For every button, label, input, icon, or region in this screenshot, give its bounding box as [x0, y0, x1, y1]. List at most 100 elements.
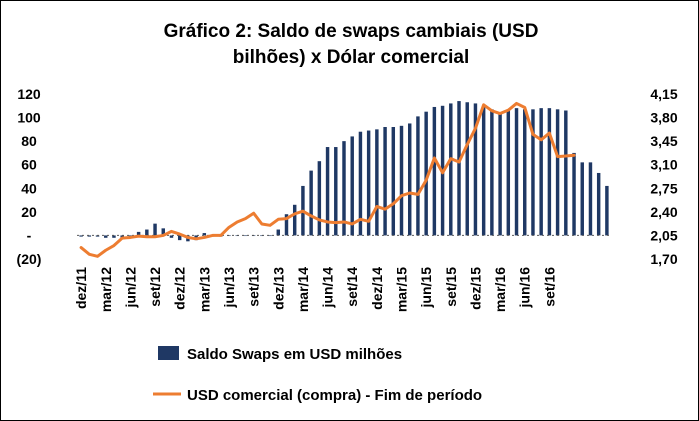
bar: [366, 130, 371, 236]
bar: [408, 123, 412, 236]
bar: [506, 110, 511, 236]
bar: [465, 102, 469, 236]
right-tick-label: 2,05: [650, 227, 677, 243]
bar: [169, 235, 174, 238]
bar: [243, 235, 248, 237]
legend: Saldo Swaps em USD milhões USD comercial…: [153, 346, 482, 404]
chart-title-line-2: bilhões) x Dólar comercial: [233, 47, 470, 68]
bar: [375, 129, 379, 236]
bar: [539, 108, 543, 236]
x-tick-label: dez/13: [270, 267, 286, 310]
bar: [564, 110, 568, 236]
right-tick-label: 2,40: [650, 204, 677, 220]
x-tick-label: mar/15: [394, 267, 410, 312]
bar: [473, 103, 478, 236]
legend-line-label: USD comercial (compra) - Fim de período: [187, 387, 482, 404]
bar: [177, 235, 182, 241]
right-tick-label: 2,75: [650, 180, 677, 196]
bar: [588, 162, 593, 236]
bar: [292, 204, 297, 236]
left-tick-label: 100: [17, 110, 41, 126]
bar: [523, 109, 527, 236]
bar: [112, 235, 116, 238]
x-tick-label: set/15: [443, 267, 459, 307]
bar: [449, 103, 453, 236]
bar: [358, 131, 363, 236]
left-tick-label: 20: [21, 204, 37, 220]
x-tick-label: set/14: [344, 267, 360, 307]
legend-bar-label: Saldo Swaps em USD milhões: [187, 346, 402, 363]
bar: [161, 228, 165, 236]
x-tick-label: mar/12: [98, 267, 114, 312]
bar: [202, 233, 207, 236]
x-axis-ticks: dez/11 mar/12 jun/12 set/12 dez/12 mar/13 jun/…: [73, 267, 557, 312]
bar: [309, 170, 313, 236]
bar: [580, 162, 584, 236]
bar: [325, 147, 330, 236]
x-tick-label: dez/15: [467, 267, 483, 310]
bar: [350, 136, 354, 236]
left-tick-label: 120: [17, 86, 41, 102]
x-tick-label: dez/12: [172, 267, 188, 310]
bar: [260, 235, 264, 237]
bar: [457, 101, 461, 236]
left-tick-label: 80: [21, 133, 37, 149]
bar: [424, 111, 428, 236]
bar-series: [79, 101, 609, 242]
x-tick-label: set/12: [147, 267, 163, 307]
bar: [136, 231, 141, 236]
bar: [531, 109, 535, 236]
x-tick-label: mar/13: [196, 267, 212, 312]
left-axis-ticks: (20) - 20 40 60 80 100 120: [17, 86, 42, 267]
bar: [596, 172, 601, 236]
bar: [547, 108, 552, 236]
bar: [268, 235, 272, 237]
bar: [87, 235, 92, 237]
x-tick-label: mar/16: [492, 267, 508, 312]
bar: [490, 109, 494, 236]
x-tick-label: jun/16: [517, 267, 533, 309]
bar: [416, 116, 420, 236]
left-tick-label: (20): [17, 251, 42, 267]
left-tick-label: 60: [21, 157, 37, 173]
bar: [555, 109, 560, 236]
line-series-group: [79, 101, 576, 258]
right-tick-label: 4,15: [650, 86, 677, 102]
bar: [605, 185, 609, 236]
x-tick-label: set/13: [246, 267, 262, 307]
x-tick-label: jun/15: [418, 267, 434, 309]
bar: [399, 125, 404, 236]
bar: [276, 229, 280, 236]
x-tick-label: mar/14: [295, 267, 311, 312]
bar: [104, 235, 108, 238]
bar: [284, 214, 289, 236]
left-tick-label: 40: [21, 180, 37, 196]
right-tick-label: 3,45: [650, 133, 677, 149]
x-tick-label: jun/13: [221, 267, 237, 309]
bar: [145, 229, 149, 236]
x-tick-label: dez/14: [369, 267, 385, 310]
right-tick-label: 3,10: [650, 157, 677, 173]
bar: [572, 152, 576, 236]
chart-title-line-1: Gráfico 2: Saldo de swaps cambiais (USD: [164, 21, 539, 42]
x-tick-label: jun/14: [320, 267, 336, 309]
legend-bar-swatch: [158, 346, 179, 360]
left-tick-label: -: [27, 227, 32, 243]
bar: [391, 127, 396, 236]
bar: [95, 235, 100, 237]
right-axis-ticks: 1,70 2,05 2,40 2,75 3,10 3,45 3,80 4,15: [650, 86, 677, 267]
usd-line: [79, 101, 576, 258]
bar: [498, 112, 502, 236]
bar: [383, 127, 387, 236]
bar: [514, 108, 519, 236]
bar: [432, 106, 437, 236]
bar: [334, 147, 338, 236]
right-tick-label: 3,80: [650, 110, 677, 126]
x-tick-label: jun/12: [122, 267, 138, 309]
bar: [153, 223, 157, 236]
bar: [481, 105, 486, 236]
bar: [317, 161, 322, 236]
right-tick-label: 1,70: [650, 251, 677, 267]
